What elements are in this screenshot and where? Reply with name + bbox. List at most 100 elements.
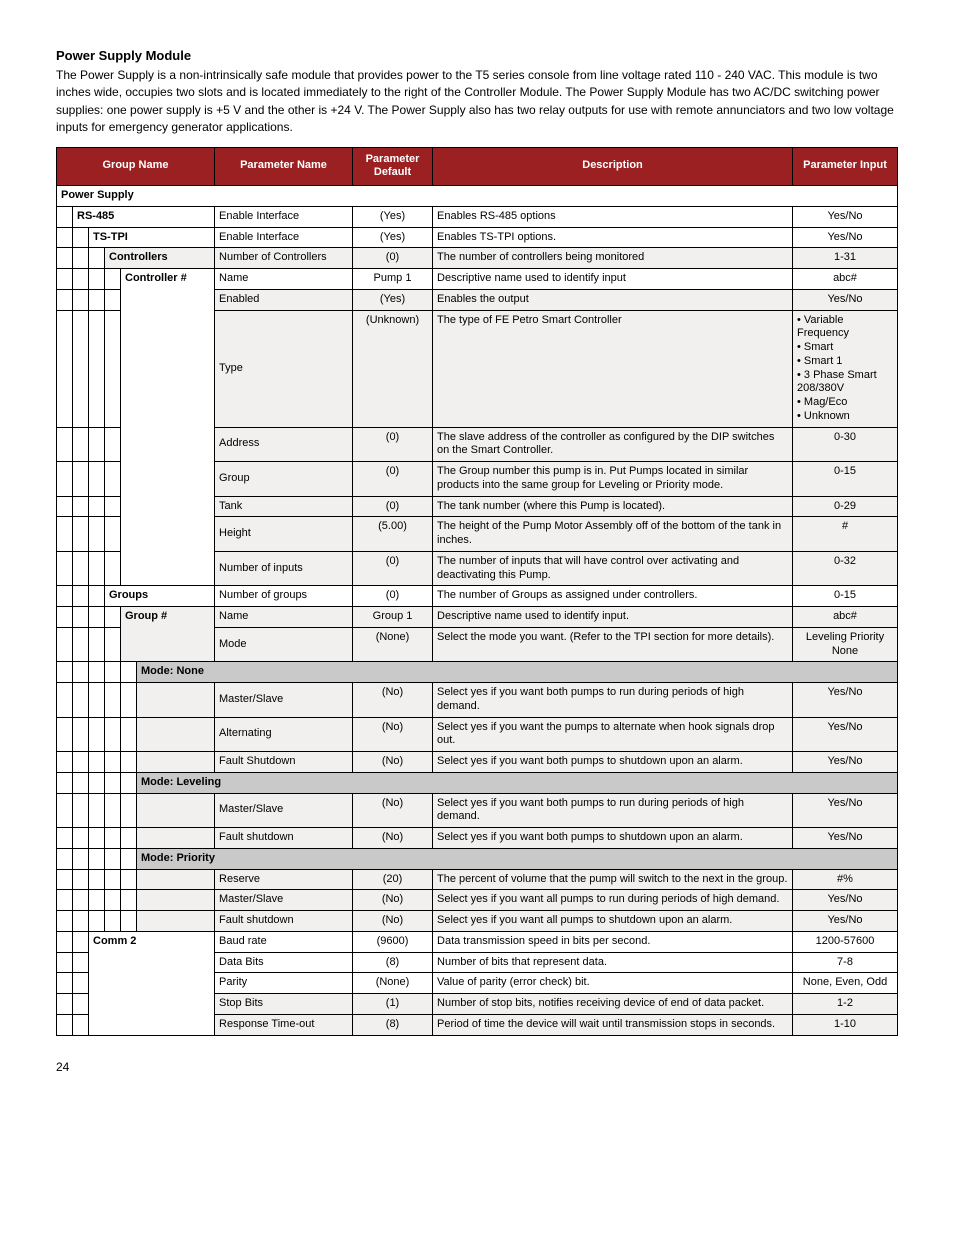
param-name: Master/Slave xyxy=(215,683,353,718)
param-desc: Select yes if you want all pumps to run … xyxy=(433,890,793,911)
col-parameter-name: Parameter Name xyxy=(215,147,353,186)
param-default: (No) xyxy=(353,752,433,773)
param-input: Yes/No xyxy=(793,227,898,248)
param-default: (0) xyxy=(353,427,433,462)
param-default: (9600) xyxy=(353,931,433,952)
group-comm2: Comm 2 xyxy=(89,931,215,1035)
param-desc: Select yes if you want the pumps to alte… xyxy=(433,717,793,752)
param-input: 1200-57600 xyxy=(793,931,898,952)
param-input: # xyxy=(793,517,898,552)
param-input: Yes/No xyxy=(793,828,898,849)
param-default: (5.00) xyxy=(353,517,433,552)
param-desc: Enables RS-485 options xyxy=(433,206,793,227)
param-name: Name xyxy=(215,269,353,290)
subhead-mode-leveling: Mode: Leveling xyxy=(137,772,898,793)
param-default: (No) xyxy=(353,911,433,932)
param-name: Name xyxy=(215,607,353,628)
parameter-table: Group Name Parameter Name Parameter Defa… xyxy=(56,147,898,1036)
param-input: None, Even, Odd xyxy=(793,973,898,994)
param-name: Group xyxy=(215,462,353,497)
param-input: 1-31 xyxy=(793,248,898,269)
param-desc: Select the mode you want. (Refer to the … xyxy=(433,627,793,662)
param-desc: The slave address of the controller as c… xyxy=(433,427,793,462)
param-input: 7-8 xyxy=(793,952,898,973)
group-controllers: Controllers xyxy=(105,248,215,269)
param-desc: Period of time the device will wait unti… xyxy=(433,1014,793,1035)
param-input: 0-32 xyxy=(793,551,898,586)
group-rs485: RS-485 xyxy=(73,206,215,227)
param-desc: Select yes if you want all pumps to shut… xyxy=(433,911,793,932)
param-input: Yes/No xyxy=(793,289,898,310)
param-name: Response Time-out xyxy=(215,1014,353,1035)
param-desc: Number of stop bits, notifies receiving … xyxy=(433,994,793,1015)
param-default: Group 1 xyxy=(353,607,433,628)
param-desc: The Group number this pump is in. Put Pu… xyxy=(433,462,793,497)
param-desc: The tank number (where this Pump is loca… xyxy=(433,496,793,517)
param-name: Number of Controllers xyxy=(215,248,353,269)
param-default: (8) xyxy=(353,952,433,973)
group-tstpi: TS-TPI xyxy=(89,227,215,248)
subhead-mode-priority: Mode: Priority xyxy=(137,848,898,869)
param-default: Pump 1 xyxy=(353,269,433,290)
param-name: Parity xyxy=(215,973,353,994)
param-input: • Variable Frequency • Smart • Smart 1 •… xyxy=(793,310,898,427)
param-desc: Descriptive name used to identify input. xyxy=(433,607,793,628)
param-desc: Enables the output xyxy=(433,289,793,310)
param-default: (0) xyxy=(353,551,433,586)
param-default: (Unknown) xyxy=(353,310,433,427)
param-desc: Select yes if you want both pumps to shu… xyxy=(433,828,793,849)
param-default: (No) xyxy=(353,793,433,828)
param-input: 0-30 xyxy=(793,427,898,462)
param-name: Master/Slave xyxy=(215,890,353,911)
param-default: (No) xyxy=(353,683,433,718)
param-input: 0-29 xyxy=(793,496,898,517)
param-default: (20) xyxy=(353,869,433,890)
group-group-n: Group # xyxy=(121,607,215,662)
param-input: 1-2 xyxy=(793,994,898,1015)
param-desc: Number of bits that represent data. xyxy=(433,952,793,973)
param-default: (0) xyxy=(353,496,433,517)
param-name: Enable Interface xyxy=(215,227,353,248)
param-input: 0-15 xyxy=(793,462,898,497)
param-default: (8) xyxy=(353,1014,433,1035)
param-input: abc# xyxy=(793,607,898,628)
param-desc: Select yes if you want both pumps to run… xyxy=(433,793,793,828)
param-input: Leveling Priority None xyxy=(793,627,898,662)
param-default: (0) xyxy=(353,248,433,269)
group-power-supply: Power Supply xyxy=(57,186,898,207)
param-input: Yes/No xyxy=(793,752,898,773)
param-name: Baud rate xyxy=(215,931,353,952)
param-desc: Select yes if you want both pumps to run… xyxy=(433,683,793,718)
section-title: Power Supply Module xyxy=(56,48,898,63)
param-default: (No) xyxy=(353,717,433,752)
param-name: Reserve xyxy=(215,869,353,890)
param-desc: The number of inputs that will have cont… xyxy=(433,551,793,586)
param-default: (0) xyxy=(353,586,433,607)
param-desc: The height of the Pump Motor Assembly of… xyxy=(433,517,793,552)
subhead-mode-none: Mode: None xyxy=(137,662,898,683)
col-group-name: Group Name xyxy=(57,147,215,186)
param-default: (Yes) xyxy=(353,289,433,310)
param-name: Address xyxy=(215,427,353,462)
param-name: Fault shutdown xyxy=(215,828,353,849)
param-default: (0) xyxy=(353,462,433,497)
param-name: Mode xyxy=(215,627,353,662)
param-name: Tank xyxy=(215,496,353,517)
param-desc: Value of parity (error check) bit. xyxy=(433,973,793,994)
param-input: abc# xyxy=(793,269,898,290)
param-name: Enable Interface xyxy=(215,206,353,227)
param-name: Fault Shutdown xyxy=(215,752,353,773)
param-input: 0-15 xyxy=(793,586,898,607)
param-input: #% xyxy=(793,869,898,890)
param-desc: Descriptive name used to identify input xyxy=(433,269,793,290)
param-name: Number of inputs xyxy=(215,551,353,586)
page-number: 24 xyxy=(56,1060,898,1074)
param-input: Yes/No xyxy=(793,717,898,752)
param-default: (Yes) xyxy=(353,227,433,248)
param-desc: The percent of volume that the pump will… xyxy=(433,869,793,890)
param-desc: Enables TS-TPI options. xyxy=(433,227,793,248)
param-default: (Yes) xyxy=(353,206,433,227)
param-input: Yes/No xyxy=(793,911,898,932)
param-desc: The number of Groups as assigned under c… xyxy=(433,586,793,607)
param-input: Yes/No xyxy=(793,890,898,911)
